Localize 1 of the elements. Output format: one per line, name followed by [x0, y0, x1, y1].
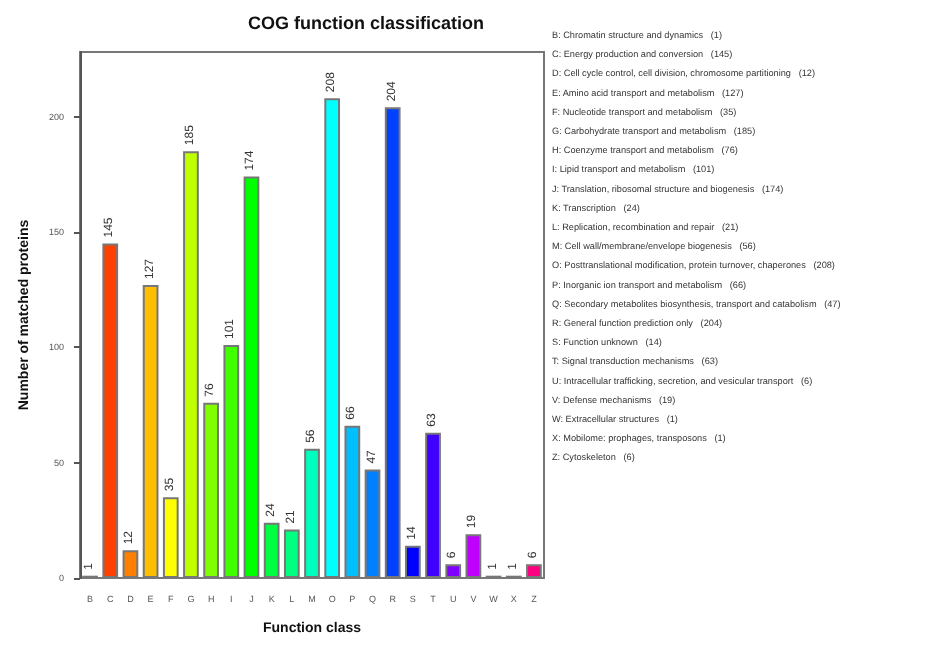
chart-title: COG function classification	[247, 13, 485, 33]
